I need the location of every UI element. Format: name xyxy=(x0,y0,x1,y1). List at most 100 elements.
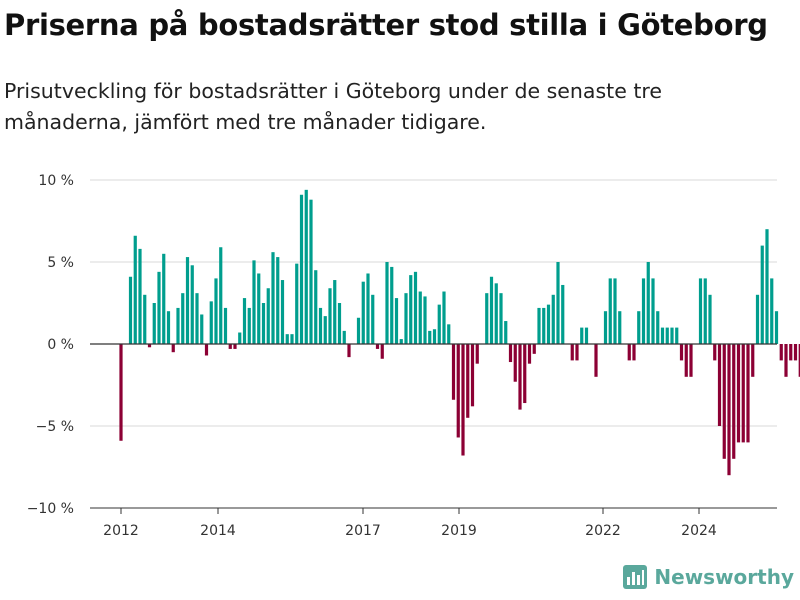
y-tick-label: 0 % xyxy=(47,337,74,353)
bars xyxy=(119,189,800,476)
bar xyxy=(651,278,655,344)
bar xyxy=(356,317,361,344)
bar xyxy=(741,344,745,443)
bar xyxy=(608,278,612,344)
bar xyxy=(304,189,308,344)
bar xyxy=(456,344,460,438)
bar xyxy=(527,344,532,364)
bar xyxy=(162,253,166,344)
bar xyxy=(646,262,650,344)
bar xyxy=(128,276,133,344)
bar xyxy=(542,307,546,344)
bar xyxy=(789,344,793,361)
x-tick-label: 2022 xyxy=(585,523,621,539)
bar xyxy=(290,334,294,344)
bar xyxy=(337,303,342,344)
bar xyxy=(152,303,156,344)
bar xyxy=(257,273,261,344)
x-tick-label: 2014 xyxy=(200,523,236,539)
y-tick-label: −10 % xyxy=(27,501,74,517)
bar-chart: 10 % 5 % 0 % −5 % −10 % 2012 2014 2017 2019 2022… xyxy=(27,173,800,539)
bar xyxy=(656,311,660,344)
bar xyxy=(280,280,285,344)
bar xyxy=(157,271,161,344)
bar xyxy=(261,303,266,344)
bar xyxy=(670,327,674,344)
y-tick-label: 5 % xyxy=(47,255,74,271)
bar xyxy=(209,301,213,344)
x-tick-label: 2012 xyxy=(103,523,139,539)
bar xyxy=(252,260,256,344)
bar xyxy=(461,344,465,456)
bar xyxy=(295,263,299,344)
bar xyxy=(181,293,185,344)
bar xyxy=(442,291,446,344)
bar xyxy=(147,344,152,348)
bar xyxy=(513,344,517,382)
bar xyxy=(214,278,218,344)
bar xyxy=(375,344,380,349)
x-tick-label: 2017 xyxy=(345,523,381,539)
bar xyxy=(413,271,418,344)
bar xyxy=(508,344,513,363)
bar xyxy=(765,229,769,344)
bar xyxy=(247,307,251,344)
chart-title: Priserna på bostadsrätter stod stilla i … xyxy=(4,8,768,42)
bar xyxy=(603,311,608,344)
bar xyxy=(485,293,489,344)
bar xyxy=(722,344,726,459)
bar xyxy=(451,344,456,400)
bar xyxy=(219,247,223,344)
bar xyxy=(285,334,289,344)
bar xyxy=(361,281,365,344)
bar xyxy=(242,298,247,344)
bar xyxy=(580,327,584,344)
bar xyxy=(276,257,280,344)
bar xyxy=(584,327,589,344)
bar xyxy=(200,314,204,344)
bar xyxy=(328,288,332,344)
bar xyxy=(428,330,432,344)
bar xyxy=(703,278,707,344)
bar xyxy=(233,344,237,349)
bar xyxy=(779,344,783,361)
bar xyxy=(195,293,199,344)
bar xyxy=(143,294,147,344)
bar xyxy=(223,307,228,344)
bar xyxy=(698,278,703,344)
bar xyxy=(717,344,722,426)
bar xyxy=(751,344,755,377)
y-tick-label: −5 % xyxy=(36,419,74,435)
bar xyxy=(366,273,370,344)
bar xyxy=(494,283,498,344)
bar xyxy=(309,199,313,344)
bar xyxy=(736,344,741,443)
bar xyxy=(333,280,337,344)
bar xyxy=(641,278,646,344)
bar xyxy=(798,344,800,377)
bar xyxy=(432,329,437,344)
bar xyxy=(793,344,798,361)
bar xyxy=(708,294,712,344)
bar xyxy=(499,293,503,344)
bar xyxy=(204,344,209,356)
bar xyxy=(238,332,242,344)
bar xyxy=(679,344,684,361)
chart-subtitle: Prisutveckling för bostadsrätter i Göteb… xyxy=(4,79,662,134)
brand-name: Newsworthy xyxy=(654,565,794,589)
bar xyxy=(470,344,475,407)
bar xyxy=(774,311,779,344)
bar xyxy=(409,275,413,344)
bar xyxy=(504,321,508,344)
bar xyxy=(684,344,688,377)
bar xyxy=(575,344,579,361)
bar xyxy=(185,257,190,344)
bar xyxy=(689,344,693,377)
bar xyxy=(627,344,631,361)
bar xyxy=(380,344,384,359)
bar xyxy=(394,298,399,344)
bar xyxy=(632,344,636,361)
bar xyxy=(594,344,598,377)
bar xyxy=(228,344,232,349)
bar xyxy=(523,344,527,404)
